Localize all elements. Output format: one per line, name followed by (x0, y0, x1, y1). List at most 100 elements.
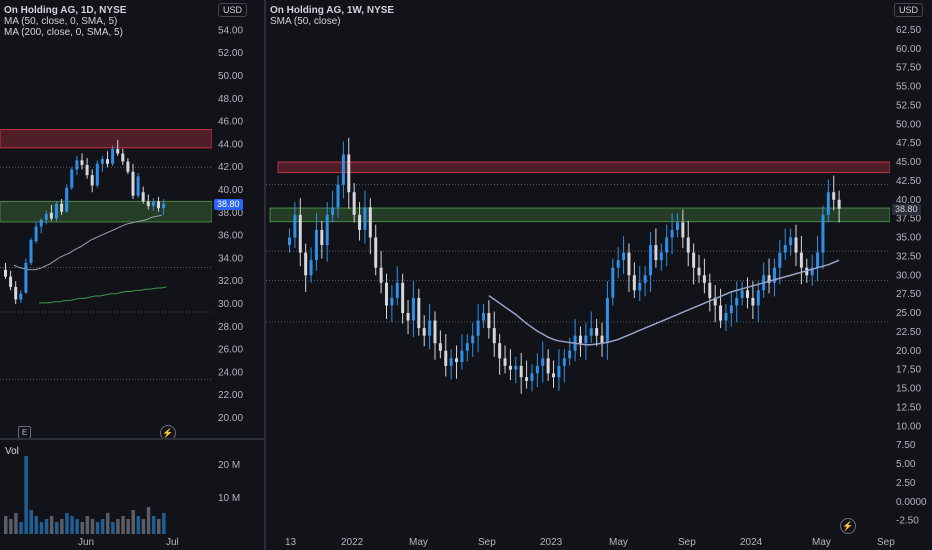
candle-body (746, 290, 750, 298)
left-price-axis[interactable]: 54.00 52.00 50.00 48.00 46.00 44.00 42.00 40.00… (212, 0, 264, 438)
flash-icon[interactable]: ⚡ (160, 425, 176, 438)
candle-body (794, 237, 798, 253)
candle-body (535, 365, 539, 374)
volume-bar (19, 522, 23, 534)
candle-body (60, 203, 64, 212)
left-currency-badge[interactable]: USD (218, 3, 248, 17)
candle-body (826, 192, 830, 215)
candle-body (19, 293, 23, 300)
volume-bar (80, 522, 84, 534)
right-y-tick: 20.00 (896, 346, 921, 357)
candle-body (401, 282, 405, 313)
resistance-zone (0, 129, 212, 149)
candle-body (90, 175, 94, 186)
candle-body (675, 222, 679, 230)
right-y-tick: 5.00 (896, 459, 916, 470)
right-y-tick: 40.00 (896, 195, 921, 206)
candle-body (65, 187, 69, 212)
left-price-chart[interactable] (0, 0, 212, 438)
candle-body (146, 201, 150, 206)
left-pane-divider[interactable] (0, 438, 264, 440)
volume-bar (85, 516, 90, 534)
volume-bar (116, 519, 120, 534)
candle-body (411, 297, 415, 321)
left-y-tick: 28.00 (218, 322, 243, 333)
candle-body (740, 290, 744, 298)
candle-body (568, 350, 572, 359)
candle-body (821, 214, 825, 253)
candle-body (799, 252, 803, 268)
candle-body (116, 148, 120, 154)
candle-body (595, 328, 599, 336)
right-y-tick: 30.00 (896, 270, 921, 281)
volume-bar (151, 516, 156, 534)
left-volume-axis[interactable]: 20 M 10 M (212, 440, 264, 534)
candle-body (503, 358, 507, 366)
candle-body (141, 192, 145, 202)
candle-body (368, 207, 372, 238)
candle-body (552, 373, 556, 378)
candle-body (729, 305, 733, 313)
candle-body (654, 245, 658, 261)
right-y-tick: 37.50 (896, 214, 921, 225)
right-y-tick: 35.00 (896, 233, 921, 244)
left-y-tick: 38.00 (218, 208, 243, 219)
right-y-tick: 2.50 (896, 478, 916, 489)
right-price-axis[interactable]: 62.50 60.00 57.50 55.00 52.50 50.00 47.50 45.00… (890, 0, 932, 534)
left-chart-pane[interactable]: On Holding AG, 1D, NYSE MA (50, close, 0… (0, 0, 212, 438)
candle-body (713, 297, 717, 306)
right-chart-pane[interactable]: On Holding AG, 1W, NYSE SMA (50, close) … (266, 0, 890, 534)
right-price-chart[interactable] (266, 0, 890, 534)
volume-bar (136, 516, 141, 534)
left-volume-pane[interactable]: Vol (0, 440, 212, 534)
left-time-axis[interactable]: Jun Jul (0, 534, 264, 550)
candle-body (632, 275, 636, 291)
right-x-tick: 13 (285, 537, 297, 548)
volume-bar (29, 510, 33, 534)
chart-divider[interactable] (264, 0, 266, 550)
candle-body (455, 358, 459, 363)
candle-body (428, 320, 432, 336)
earnings-icon[interactable]: E (18, 426, 31, 438)
candle-body (151, 201, 155, 206)
left-chart-title: On Holding AG, 1D, NYSE (4, 5, 127, 16)
volume-bar (70, 516, 74, 534)
candle-body (384, 282, 388, 306)
flash-icon[interactable]: ⚡ (840, 518, 856, 534)
left-y-tick: 20.00 (218, 413, 243, 424)
right-y-tick: 42.50 (896, 176, 921, 187)
volume-tick: 20 M (218, 460, 241, 471)
right-y-tick: 47.50 (896, 138, 921, 149)
candle-body (288, 237, 291, 246)
candle-body (584, 335, 588, 344)
volume-chart (4, 456, 166, 534)
candle-body (697, 267, 701, 276)
candle-body (417, 297, 421, 329)
volume-bar (90, 519, 95, 534)
candle-body (465, 343, 469, 351)
candle-body (293, 214, 297, 238)
candle-body (719, 305, 723, 321)
right-price-tag: 38.80 (892, 204, 921, 215)
volume-bar (49, 516, 54, 534)
candle-body (136, 176, 140, 196)
candle-body (622, 252, 626, 261)
candle-body (34, 226, 38, 242)
right-y-tick: 12.50 (896, 402, 921, 413)
candle-body (460, 350, 464, 363)
right-axis-svg: 62.50 60.00 57.50 55.00 52.50 50.00 47.50 45.00… (896, 25, 927, 527)
candle-body (562, 358, 566, 366)
candle-body (708, 282, 712, 298)
volume-bar (4, 516, 8, 534)
candle-body (374, 237, 378, 268)
resistance-zone (277, 161, 890, 174)
right-y-tick: 62.50 (896, 25, 921, 36)
candle-body (395, 282, 399, 298)
candle-body (347, 154, 351, 193)
volume-tick: 10 M (218, 493, 241, 504)
right-time-axis[interactable]: 13 2022 May Sep 2023 May Sep 2024 May Se… (266, 534, 932, 550)
right-currency-badge[interactable]: USD (894, 3, 924, 17)
candle-body (492, 328, 496, 344)
left-y-tick: 50.00 (218, 71, 243, 82)
right-x-tick: May (409, 537, 428, 548)
